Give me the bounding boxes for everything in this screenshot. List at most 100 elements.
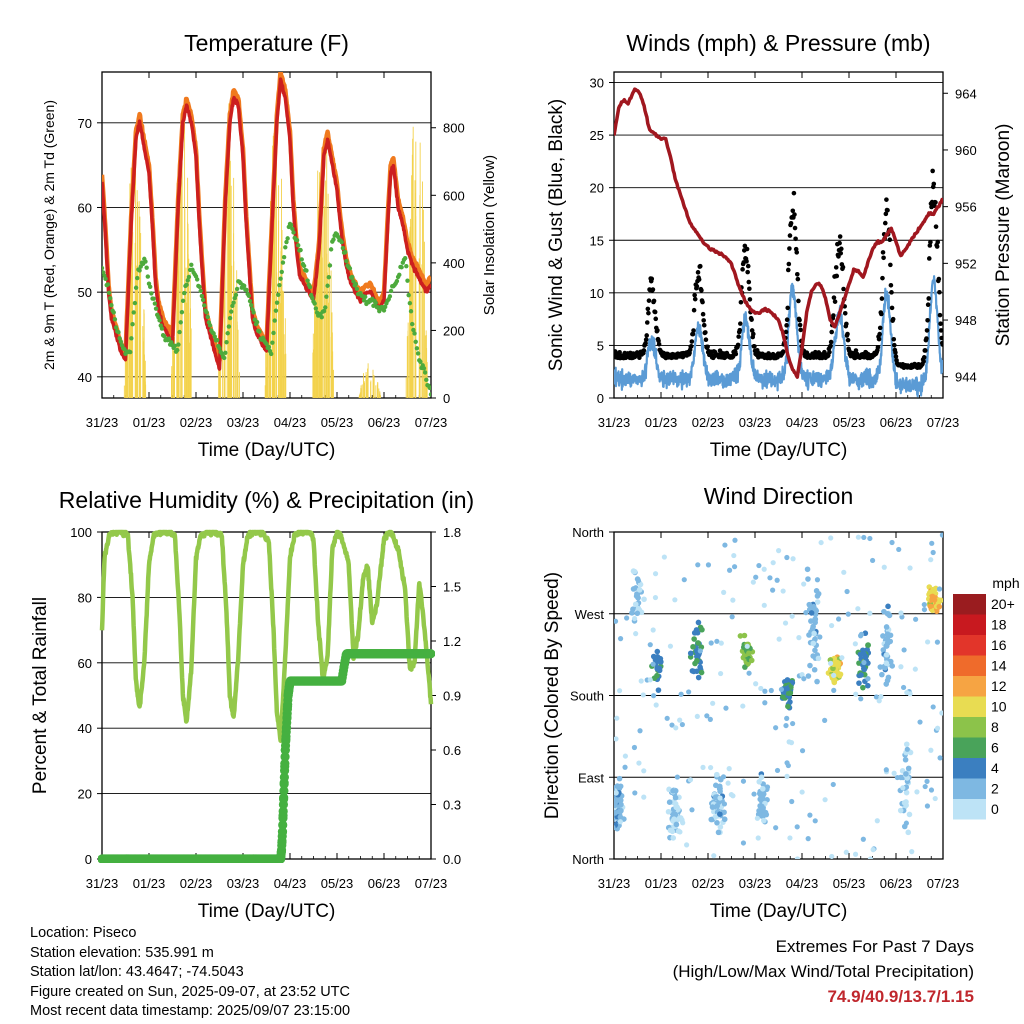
p0-y-tick-label: 50 — [78, 285, 92, 300]
dewpoint-point — [269, 351, 274, 357]
p0-y-axis-label: 2m & 9m T (Red, Orange) & 2m Td (Green) — [41, 100, 57, 370]
wind-direction-point — [622, 764, 628, 770]
dewpoint-point — [353, 281, 358, 287]
p3-x-tick-label: 01/23 — [645, 876, 678, 891]
wind-direction-point — [773, 725, 779, 731]
precipitation-point — [426, 649, 435, 659]
dewpoint-series — [102, 221, 431, 397]
wind-direction-point — [922, 783, 928, 790]
wind-direction-point — [901, 647, 907, 653]
wind-direction-point — [759, 806, 765, 813]
station-info: Location: Piseco Station elevation: 535.… — [30, 924, 350, 1022]
wind-gust-point — [699, 288, 704, 293]
dewpoint-point — [217, 346, 222, 351]
dewpoint-point — [177, 329, 182, 335]
wind-direction-point — [726, 567, 733, 573]
wind-gust-point — [797, 322, 803, 328]
wind-direction-point — [867, 610, 873, 616]
legend-swatch — [953, 778, 986, 799]
wind-direction-point — [867, 535, 873, 542]
p2-x-tick-label: 04/23 — [274, 876, 307, 891]
wind-direction-point — [652, 571, 659, 577]
dewpoint-point — [327, 263, 333, 268]
wind-direction-point — [928, 747, 934, 753]
wind-direction-point — [808, 610, 815, 616]
p3-chart-title: Wind Direction — [704, 483, 854, 509]
dewpoint-point — [223, 350, 228, 356]
dewpoint-point — [413, 339, 418, 344]
wind-gust-point — [735, 342, 741, 348]
dewpoint-point — [280, 260, 286, 265]
wind-gust-point — [828, 343, 833, 349]
wind-direction-point — [636, 587, 643, 593]
wind-direction-point — [755, 835, 761, 841]
wind-direction-point — [633, 631, 639, 637]
wind-direction-point — [617, 636, 624, 642]
wind-gust-point — [940, 342, 943, 347]
p2-y-axis-label: Percent & Total Rainfall — [30, 597, 51, 794]
wind-direction-point — [784, 554, 790, 561]
dewpoint-point — [410, 321, 415, 327]
wind-direction-point — [855, 606, 861, 612]
wind-direction-point — [714, 771, 720, 778]
wind-direction-point — [774, 577, 780, 583]
wind-gust-point — [694, 284, 700, 289]
wind-gust-point — [891, 336, 897, 342]
wind-direction-point — [637, 581, 644, 588]
wind-gust-point — [837, 234, 843, 239]
wind-direction-point — [756, 562, 762, 569]
wind-gust-point — [921, 359, 926, 364]
p0-y-right-axis-label: Solar Insolation (Yellow) — [481, 155, 498, 315]
p0-y-right-tick-label: 600 — [443, 188, 465, 203]
wind-direction-point — [614, 783, 621, 789]
wind-direction-point — [741, 632, 748, 639]
wind-direction-point — [710, 700, 716, 706]
precipitation-point — [280, 752, 290, 762]
wind-gust-point — [644, 320, 650, 325]
p1-x-tick-label: 05/23 — [833, 415, 866, 430]
dewpoint-point — [326, 275, 331, 280]
dewpoint-point — [117, 336, 122, 341]
wind-gust-point — [889, 305, 895, 311]
wind-gust-point — [747, 286, 752, 292]
wind-gust-point — [887, 237, 893, 243]
wind-direction-point — [666, 799, 673, 805]
p2-y-right-tick-label: 0.9 — [443, 689, 461, 704]
wind-gust-point — [705, 344, 710, 350]
extremes-subtitle: (High/Low/Max Wind/Total Precipitation) — [672, 962, 974, 981]
wind-direction-point — [852, 641, 858, 647]
dewpoint-point — [310, 295, 315, 301]
dewpoint-point — [305, 278, 310, 283]
p1-y-tick-label: 0 — [597, 391, 604, 406]
wind-gust-point — [696, 277, 702, 282]
dewpoint-point — [294, 237, 300, 243]
wind-direction-point — [608, 798, 614, 804]
dewpoint-point — [415, 351, 421, 356]
wind-direction-point — [900, 684, 907, 691]
wind-direction-point — [730, 597, 736, 603]
wind-direction-point — [789, 798, 795, 805]
wind-direction-point — [770, 587, 776, 593]
wind-direction-point — [914, 789, 920, 795]
wind-direction-point — [921, 601, 927, 608]
wind-gust-point — [656, 342, 662, 347]
wind-gust-point — [643, 340, 648, 346]
wind-gust-point — [880, 250, 886, 255]
wind-direction-point — [852, 851, 859, 857]
solar-insolation-series — [123, 103, 428, 398]
dewpoint-point — [266, 344, 272, 350]
legend-swatch — [953, 635, 986, 656]
p2-series-group — [98, 529, 435, 863]
wind-direction-point — [857, 651, 864, 658]
dewpoint-point — [418, 359, 423, 364]
dewpoint-point — [176, 342, 181, 347]
wind-gust-point — [641, 348, 647, 353]
p1-x-axis-label: Time (Day/UTC) — [710, 440, 848, 461]
wind-direction-point — [746, 650, 752, 657]
p2-y-right-tick-label: 0.0 — [443, 852, 461, 867]
wind-gust-point — [746, 279, 752, 285]
p0-x-tick-label: 05/23 — [321, 415, 354, 430]
wind-gust-point — [651, 298, 657, 304]
wind-direction-point — [635, 605, 642, 612]
dewpoint-point — [152, 301, 158, 306]
